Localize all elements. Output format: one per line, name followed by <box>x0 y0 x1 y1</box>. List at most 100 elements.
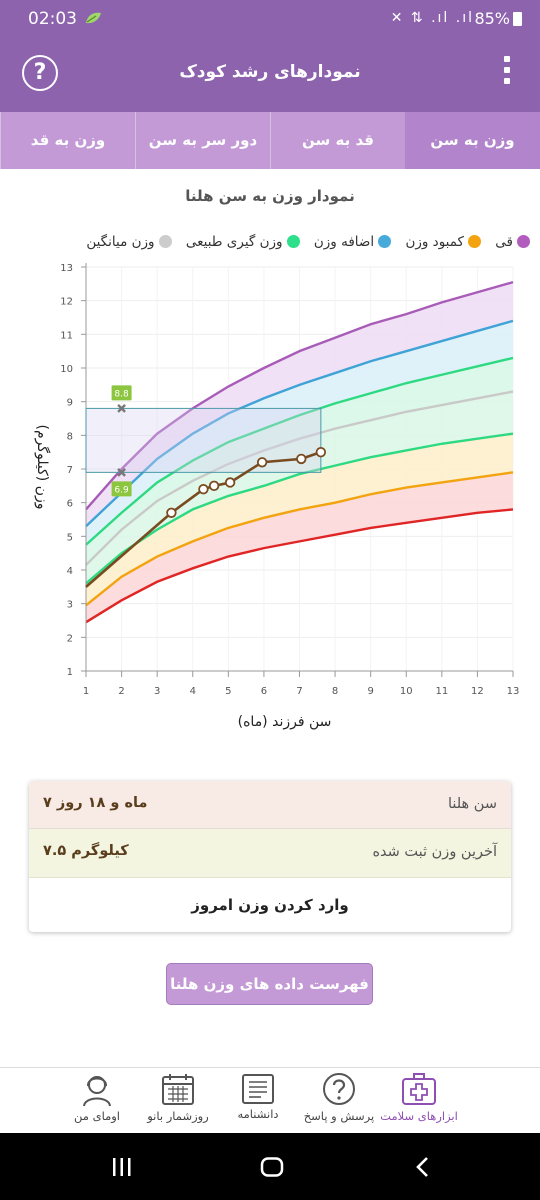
legend-item-normal[interactable]: وزن گیری طبیعی <box>186 234 300 250</box>
measurement-point <box>256 457 268 468</box>
measurement-point <box>208 480 220 492</box>
y-tick-label: 10 <box>60 364 73 375</box>
legend-item-underweight[interactable]: کمبود وزن <box>405 234 481 250</box>
help-button[interactable]: ? <box>22 55 58 91</box>
profile-woman-icon <box>83 1076 111 1107</box>
series-line-red <box>85 508 514 624</box>
range-marker-x <box>117 468 126 477</box>
battery-icon <box>513 12 522 26</box>
chart-legend: قی کمبود وزن اضافه وزن وزن گیری طبیعی وز… <box>8 234 530 256</box>
last-weight-label: آخرین وزن ثبت شده <box>372 844 497 860</box>
page-title: نمودارهای رشد کودک <box>179 62 361 82</box>
y-tick-label: 5 <box>67 532 73 543</box>
legend-dot <box>378 235 392 248</box>
calendar-icon <box>162 1074 194 1105</box>
x-tick-label: 12 <box>471 686 484 697</box>
y-tick-label: 8 <box>67 431 73 442</box>
y-tick-label: 1 <box>67 667 73 678</box>
age-label: سن هلنا <box>447 796 497 812</box>
nav-encyclopedia[interactable]: دانشنامه <box>213 1068 303 1134</box>
medical-kit-icon <box>402 1073 436 1105</box>
y-tick-label: 3 <box>67 600 73 611</box>
question-bubble-icon <box>323 1073 355 1105</box>
battery-percent: 85% <box>474 9 510 28</box>
band-fill <box>86 472 513 623</box>
band-fill <box>86 282 513 527</box>
chart-tabs: وزن به سن قد به سن دور سر به سن وزن به ق… <box>0 112 540 169</box>
tab-weight-for-age[interactable]: وزن به سن <box>405 112 540 169</box>
legend-dot <box>467 235 481 248</box>
series-line-blue <box>85 319 514 528</box>
tab-weight-for-height[interactable]: وزن به قد <box>0 112 135 169</box>
series-line-green2 <box>85 432 514 585</box>
x-tick-label: 1 <box>83 686 89 697</box>
bottom-nav: ابزارهای سلامت پرسش و پاسخ دانشنامه روزش… <box>0 1067 540 1133</box>
y-tick-label: 7 <box>67 465 73 476</box>
back-icon[interactable] <box>414 1156 430 1178</box>
y-tick-label: 13 <box>60 263 73 274</box>
y-tick-label: 9 <box>67 398 73 409</box>
encyclopedia-icon <box>242 1074 274 1104</box>
y-tick-label: 12 <box>60 297 73 308</box>
range-label: 8.8 <box>114 389 129 399</box>
recents-icon[interactable] <box>111 1157 133 1177</box>
x-tick-label: 5 <box>225 686 231 697</box>
tab-head-for-age[interactable]: دور سر به سن <box>135 112 270 169</box>
status-bar: 02:03 ✕ ⇅ .ıl .ıl 85% <box>0 0 540 36</box>
target-range-box <box>85 407 322 473</box>
x-tick-label: 13 <box>507 686 520 697</box>
age-value: ۷ ماه و ۱۸ روز <box>43 795 148 811</box>
nav-my-profile[interactable]: اومای من <box>52 1068 142 1134</box>
status-time: 02:03 <box>28 9 77 29</box>
measurement-line <box>85 450 322 588</box>
measurement-point <box>166 507 177 518</box>
range-label-badge <box>111 385 132 401</box>
y-tick-label: 6 <box>67 499 73 510</box>
measurement-point <box>296 453 307 465</box>
series-line-orange <box>85 471 514 607</box>
nav-health-tools[interactable]: ابزارهای سلامت <box>374 1068 464 1134</box>
band-fill <box>86 391 513 584</box>
y-axis-title: وزن (کیلوگرم) <box>34 425 51 510</box>
x-tick-label: 10 <box>400 686 413 697</box>
legend-item-purple[interactable]: قی <box>495 234 530 250</box>
nav-qa[interactable]: پرسش و پاسخ <box>294 1068 384 1134</box>
x-axis-title: سن فرزند (ماه) <box>238 714 332 730</box>
chart-title: نمودار وزن به سن هلنا <box>185 187 355 205</box>
system-nav-bar <box>0 1133 540 1200</box>
measurement-point <box>315 446 327 458</box>
band-fill <box>86 433 513 606</box>
info-card: سن هلنا ۷ ماه و ۱۸ روز آخرین وزن ثبت شده… <box>29 781 511 932</box>
y-tick-label: 2 <box>67 633 73 644</box>
nav-calendar[interactable]: روزشمار بانو <box>133 1068 223 1134</box>
legend-dot <box>286 235 300 248</box>
legend-item-overweight[interactable]: اضافه وزن <box>314 234 392 250</box>
series-line-purple <box>85 280 514 511</box>
enter-today-weight-button[interactable]: وارد کردن وزن امروز <box>191 896 349 914</box>
status-signal-icons: ✕ ⇅ .ıl .ıl <box>390 10 474 26</box>
legend-item-average[interactable]: وزن میانگین <box>86 234 172 250</box>
leaf-icon <box>86 12 101 24</box>
x-tick-label: 6 <box>261 686 267 697</box>
legend-dot <box>158 235 172 248</box>
y-tick-label: 11 <box>60 330 73 341</box>
range-label-badge <box>111 481 132 497</box>
overflow-menu-icon[interactable] <box>502 56 512 92</box>
last-weight-value: ۷.۵ کیلوگرم <box>43 843 129 859</box>
x-tick-label: 3 <box>154 686 160 697</box>
x-tick-label: 7 <box>296 686 302 697</box>
measurement-point <box>198 484 209 495</box>
last-weight-row: آخرین وزن ثبت شده ۷.۵ کیلوگرم <box>29 829 511 878</box>
x-tick-label: 2 <box>118 686 124 697</box>
home-icon[interactable] <box>260 1157 284 1177</box>
measurement-point <box>224 477 236 488</box>
x-tick-label: 4 <box>190 686 196 697</box>
legend-dot <box>517 235 530 248</box>
x-tick-label: 11 <box>435 686 448 697</box>
range-label: 6.9 <box>114 485 129 495</box>
weight-list-button[interactable]: فهرست داده های وزن هلنا <box>166 963 373 1005</box>
band-fill <box>86 357 513 565</box>
x-tick-label: 9 <box>367 686 373 697</box>
tab-height-for-age[interactable]: قد به سن <box>270 112 405 169</box>
